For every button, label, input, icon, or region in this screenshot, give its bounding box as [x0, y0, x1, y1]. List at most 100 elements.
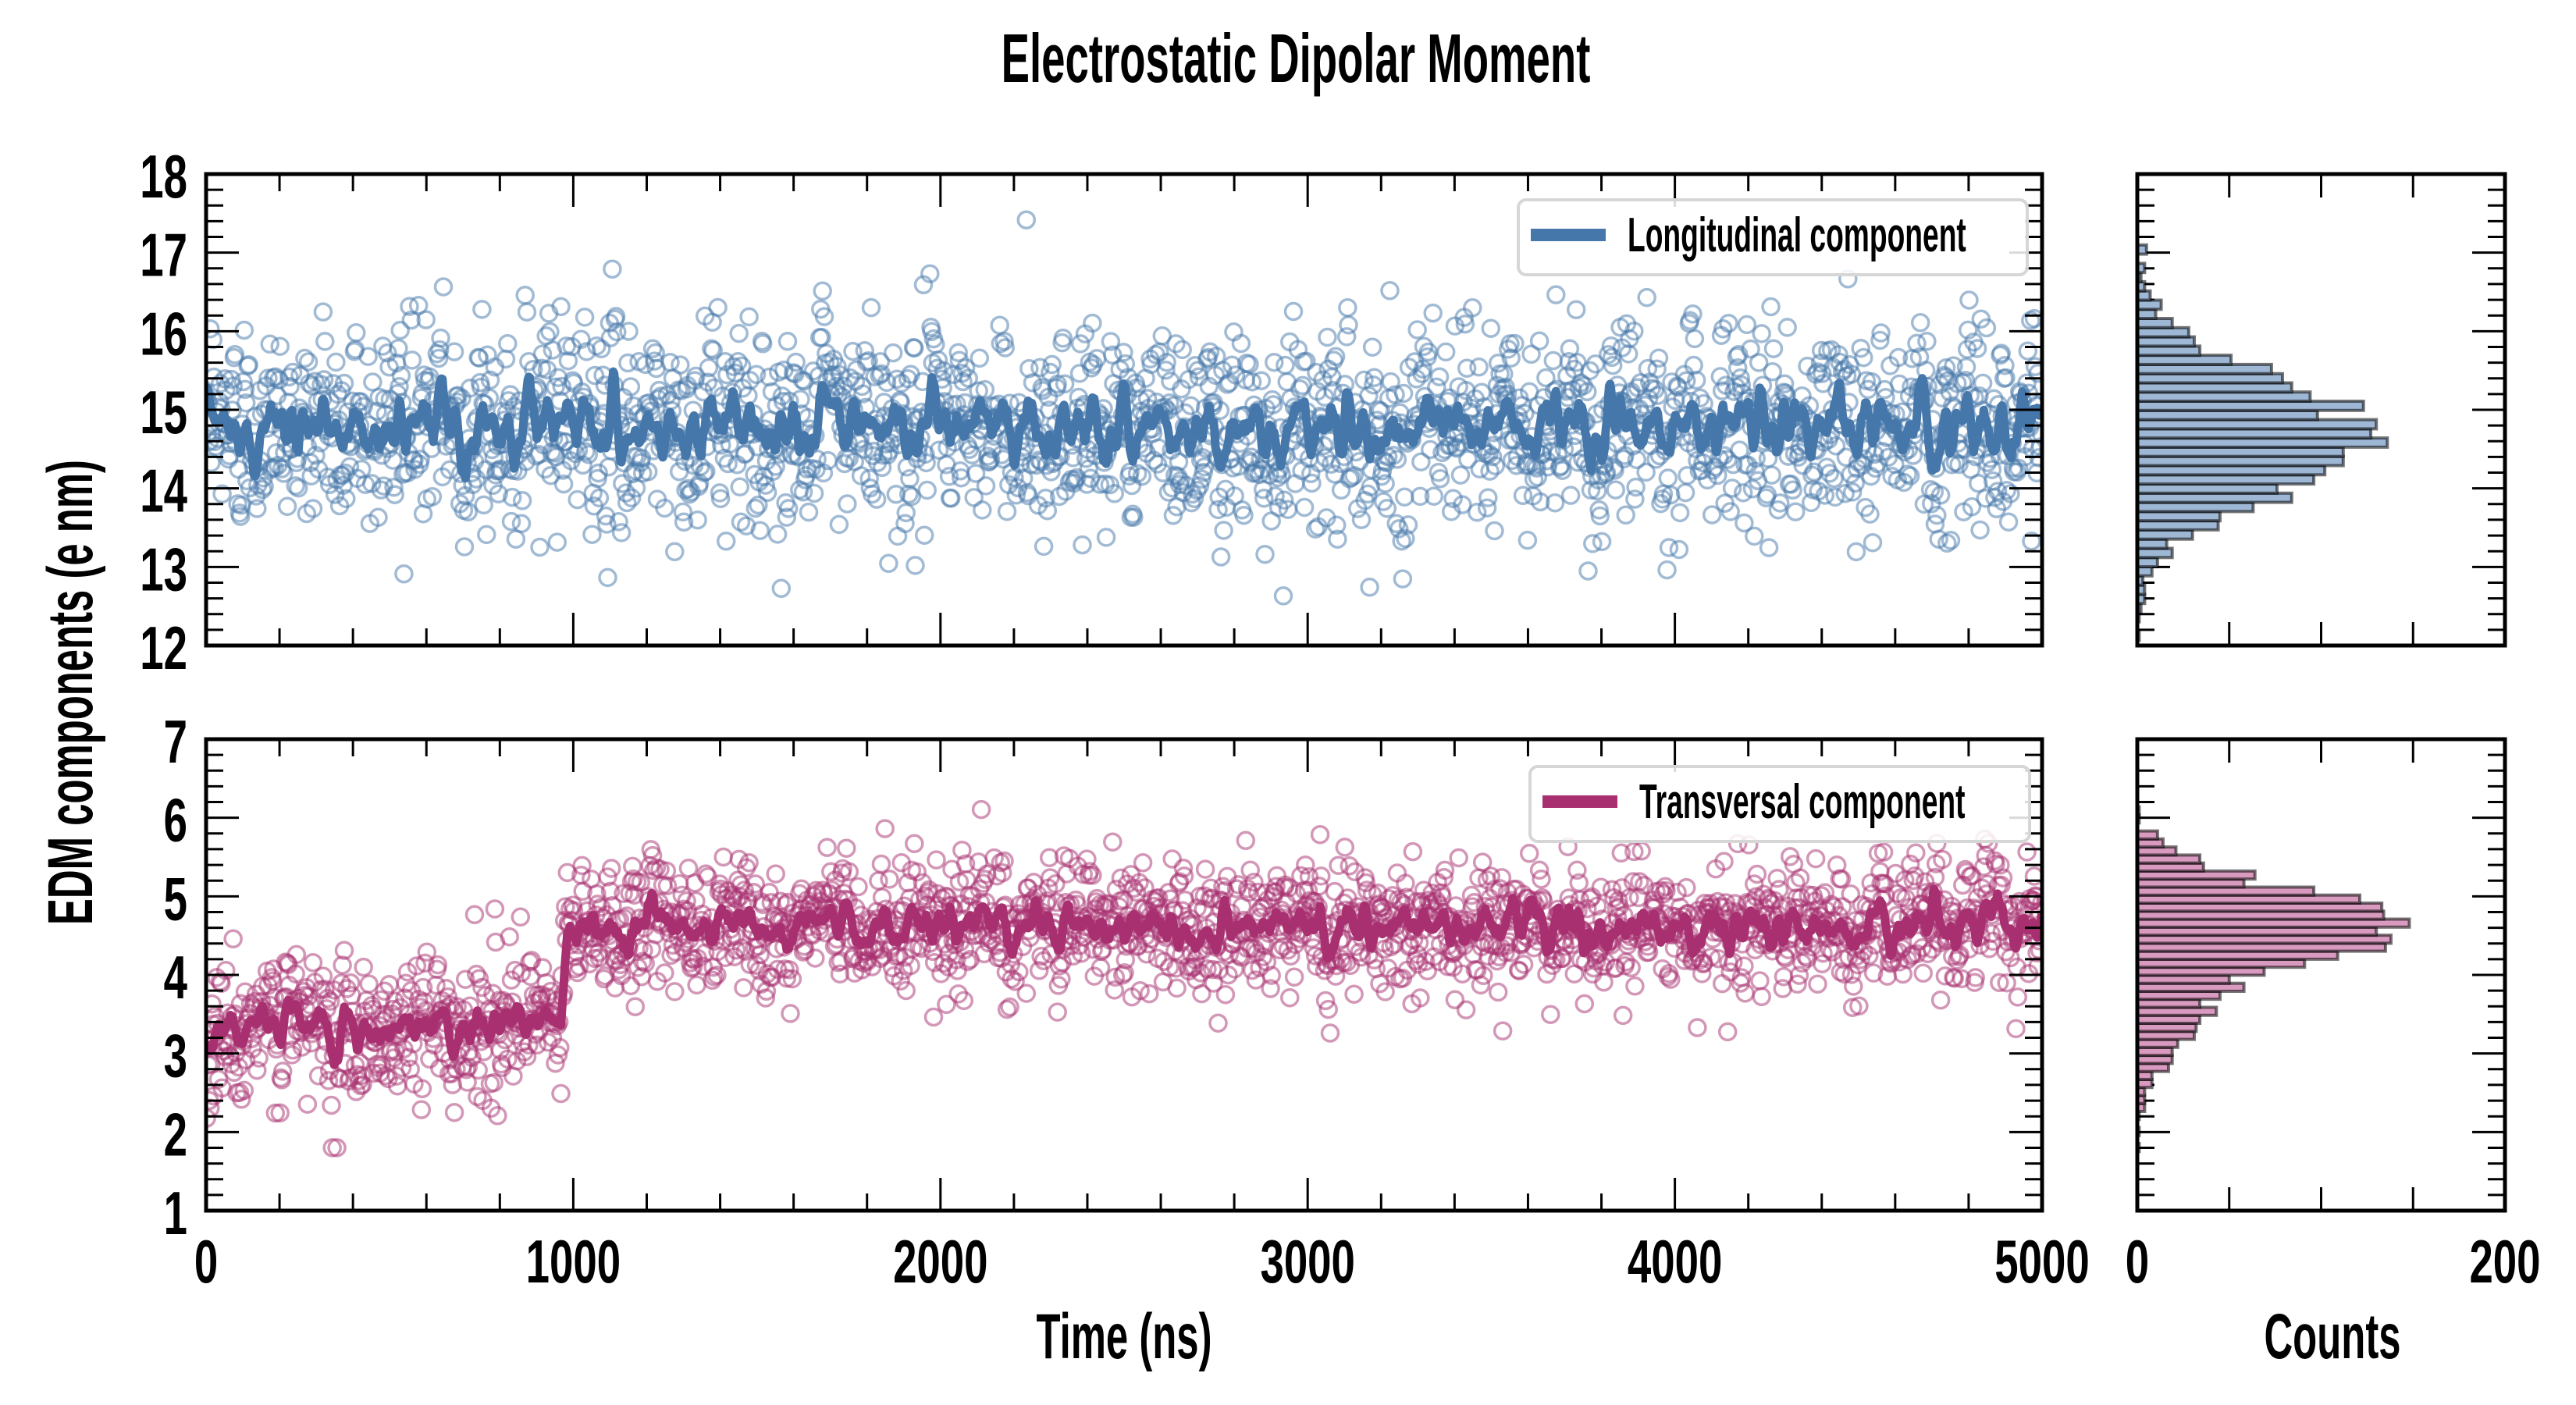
data-point	[1583, 534, 1603, 553]
data-point	[1613, 1005, 1633, 1026]
data-point	[553, 474, 574, 494]
data-point	[1467, 503, 1487, 522]
data-point	[1543, 350, 1564, 371]
data-point	[1195, 859, 1215, 879]
y-tick-label: 15	[140, 379, 187, 446]
data-point	[976, 476, 996, 496]
data-point	[1386, 385, 1405, 404]
data-point	[609, 512, 628, 532]
data-point	[1658, 468, 1678, 488]
data-point	[1777, 318, 1797, 337]
data-point	[843, 341, 863, 361]
data-point	[923, 1007, 944, 1027]
y-tick-label: 14	[140, 457, 187, 525]
data-point	[1255, 544, 1275, 564]
data-point	[1603, 355, 1623, 375]
data-point	[1328, 529, 1347, 549]
data-point	[1790, 868, 1810, 888]
legend-label: Longitudinal component	[1628, 208, 1966, 261]
data-point	[1070, 334, 1091, 354]
data-point	[1344, 984, 1364, 1004]
data-point	[1042, 354, 1062, 375]
data-point	[1683, 304, 1703, 324]
data-point	[1265, 486, 1285, 506]
data-point	[1427, 377, 1446, 397]
data-point	[1396, 528, 1415, 549]
data-point	[693, 382, 713, 402]
data-point	[1763, 361, 1783, 382]
data-point	[1326, 515, 1347, 535]
data-point	[929, 440, 949, 460]
data-point	[1132, 466, 1152, 486]
data-point	[1770, 493, 1790, 513]
data-point	[1566, 300, 1586, 320]
data-point	[1649, 348, 1669, 368]
data-point	[1719, 313, 1738, 333]
data-point	[582, 525, 602, 544]
data-point	[2018, 341, 2038, 361]
data-point	[838, 494, 857, 514]
data-point	[551, 297, 571, 317]
data-point	[900, 469, 920, 489]
data-point	[1910, 313, 1930, 333]
data-point	[477, 525, 496, 545]
data-point	[401, 310, 422, 330]
data-point	[1826, 436, 1846, 456]
data-point	[1752, 987, 1771, 1007]
histogram-transversal	[2136, 805, 2411, 1154]
data-point	[1429, 367, 1450, 386]
data-point	[1493, 1021, 1513, 1040]
data-point	[745, 498, 766, 518]
x-tick-label: 2000	[893, 1228, 987, 1296]
data-point	[1820, 464, 1840, 483]
data-point	[479, 388, 500, 408]
data-point	[1114, 343, 1133, 362]
data-point	[1375, 474, 1395, 493]
data-point	[1387, 450, 1407, 469]
data-point	[1485, 456, 1505, 476]
data-point	[1407, 320, 1427, 340]
data-point	[1169, 452, 1189, 472]
data-point	[1806, 848, 1826, 869]
data-point	[1311, 866, 1331, 886]
data-point	[1930, 990, 1951, 1010]
data-point	[1453, 495, 1472, 514]
data-point	[1531, 492, 1550, 512]
data-point	[1592, 532, 1612, 552]
data-point	[1713, 319, 1733, 339]
data-point	[1360, 578, 1379, 597]
data-point	[541, 465, 560, 486]
hist-x-tick-label: 200	[2469, 1228, 2540, 1296]
data-point	[955, 358, 976, 378]
data-point	[1659, 538, 1679, 557]
data-point	[1553, 461, 1572, 480]
data-point	[322, 1095, 341, 1115]
data-point	[589, 488, 610, 508]
data-point	[1214, 521, 1233, 540]
data-point	[1536, 368, 1556, 388]
data-point	[444, 342, 464, 361]
data-point	[1717, 1022, 1738, 1042]
data-point	[621, 488, 642, 508]
data-point	[1413, 359, 1433, 379]
data-point	[1517, 530, 1538, 550]
data-point	[1034, 536, 1054, 557]
data-point	[729, 323, 749, 343]
data-point	[1851, 338, 1870, 358]
data-point	[1073, 535, 1092, 555]
data-point	[402, 350, 422, 370]
data-point	[1411, 452, 1431, 471]
data-point	[1688, 1018, 1707, 1037]
data-point	[766, 864, 785, 884]
data-point	[916, 453, 936, 473]
data-point	[671, 355, 690, 375]
data-point	[1280, 987, 1300, 1008]
data-point	[270, 336, 290, 356]
data-point	[336, 489, 356, 509]
data-point	[718, 454, 738, 474]
data-point	[1763, 339, 1784, 358]
data-point	[1236, 831, 1256, 851]
data-point	[1488, 982, 1508, 1002]
data-point	[1016, 210, 1037, 229]
data-point	[1970, 520, 1990, 540]
